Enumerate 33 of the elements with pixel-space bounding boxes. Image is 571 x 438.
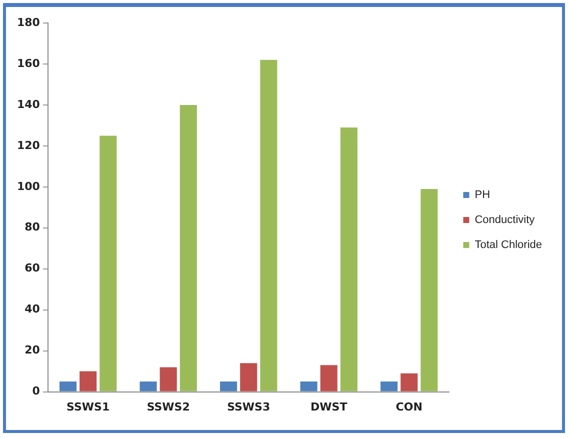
bar xyxy=(140,382,157,392)
y-tick-label: 120 xyxy=(16,138,40,152)
bar xyxy=(60,382,77,392)
bar xyxy=(160,367,177,392)
y-tick-label: 180 xyxy=(16,16,40,29)
bar xyxy=(420,188,438,392)
y-tick-label: 140 xyxy=(16,98,40,111)
y-tick-label: 40 xyxy=(24,302,40,316)
x-tick-label: DWST xyxy=(310,400,348,414)
y-tick-label: 160 xyxy=(16,56,40,70)
bar xyxy=(100,136,117,392)
bar xyxy=(260,60,278,392)
x-tick-label: SSWS1 xyxy=(66,400,110,414)
y-tick-label: 80 xyxy=(24,220,40,234)
bar xyxy=(220,382,238,392)
bar xyxy=(400,373,418,392)
y-tick-label: 60 xyxy=(24,262,40,275)
x-tick-label: SSWS2 xyxy=(146,400,190,414)
y-tick-label: 100 xyxy=(16,180,40,193)
bar xyxy=(80,371,97,392)
bar xyxy=(340,127,358,392)
bar xyxy=(300,382,318,392)
bar xyxy=(320,365,338,392)
x-tick-label: CON xyxy=(396,400,422,414)
y-tick-label: 20 xyxy=(24,344,40,357)
bar xyxy=(180,104,197,392)
bar xyxy=(380,382,398,392)
y-tick-label: 0 xyxy=(32,384,40,398)
legend-label: Conductivity xyxy=(474,214,536,226)
x-tick-label: SSWS3 xyxy=(227,400,270,414)
legend-label: PH xyxy=(474,189,490,202)
legend-label: Total Chloride xyxy=(474,239,542,252)
bar xyxy=(240,363,258,392)
